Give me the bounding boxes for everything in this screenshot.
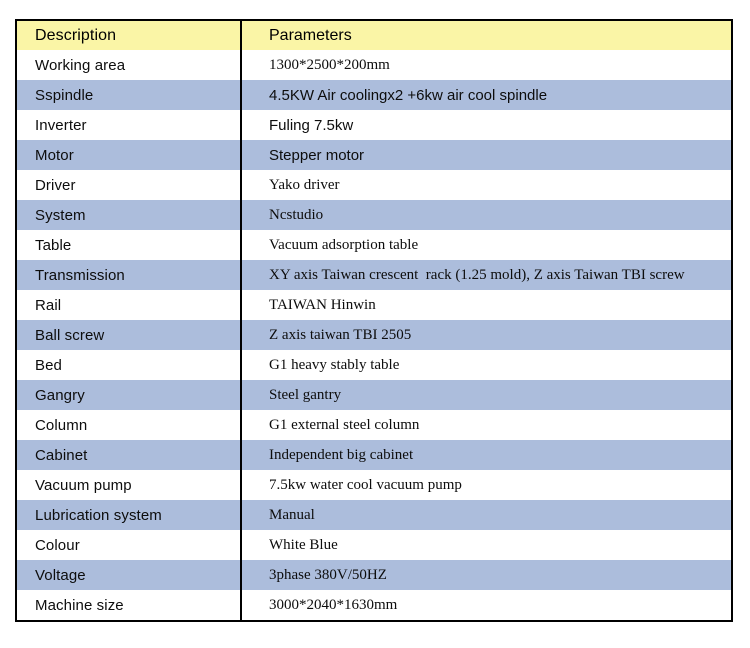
row-label: Cabinet [35, 446, 88, 464]
row-label: Gangry [35, 386, 85, 404]
row-label: Vacuum pump [35, 476, 132, 494]
row-value: TAIWAN Hinwin [240, 290, 731, 320]
column-header-description: Description [35, 26, 117, 44]
table-row: Inverter Fuling 7.5kw [17, 110, 731, 140]
row-label: Table [35, 236, 72, 254]
row-value: XY axis Taiwan crescent rack (1.25 mold)… [240, 260, 731, 290]
row-label: Motor [35, 146, 74, 164]
row-label: Driver [35, 176, 76, 194]
row-value: Independent big cabinet [240, 440, 731, 470]
table-row: Motor Stepper motor [17, 140, 731, 170]
table-row: Colour White Blue [17, 530, 731, 560]
table-row: Sspindle 4.5KW Air coolingx2 +6kw air co… [17, 80, 731, 110]
row-label: Transmission [35, 266, 125, 284]
row-label: Voltage [35, 566, 86, 584]
row-value: 7.5kw water cool vacuum pump [240, 470, 731, 500]
row-label: Ball screw [35, 326, 105, 344]
table-row: Table Vacuum adsorption table [17, 230, 731, 260]
row-label: Column [35, 416, 88, 434]
table-row: Working area 1300*2500*200mm [17, 50, 731, 80]
row-value: Yako driver [240, 170, 731, 200]
table-row: System Ncstudio [17, 200, 731, 230]
table-row: Bed G1 heavy stably table [17, 350, 731, 380]
row-value: 3000*2040*1630mm [240, 590, 731, 620]
table-row: Column G1 external steel column [17, 410, 731, 440]
column-header-parameters: Parameters [240, 21, 731, 50]
row-label: Working area [35, 56, 126, 74]
table-row: Voltage 3phase 380V/50HZ [17, 560, 731, 590]
table-row: Vacuum pump 7.5kw water cool vacuum pump [17, 470, 731, 500]
row-value: 1300*2500*200mm [240, 50, 731, 80]
table-row: Ball screw Z axis taiwan TBI 2505 [17, 320, 731, 350]
row-value: G1 heavy stably table [240, 350, 731, 380]
row-value: Vacuum adsorption table [240, 230, 731, 260]
row-label: Rail [35, 296, 62, 314]
row-label: Lubrication system [35, 506, 162, 524]
table-body: Working area 1300*2500*200mm Sspindle 4.… [17, 50, 731, 620]
table-row: Lubrication system Manual [17, 500, 731, 530]
row-value: 4.5KW Air coolingx2 +6kw air cool spindl… [240, 80, 731, 110]
table-row: Driver Yako driver [17, 170, 731, 200]
table-row: Machine size 3000*2040*1630mm [17, 590, 731, 620]
row-value: Z axis taiwan TBI 2505 [240, 320, 731, 350]
row-label: Machine size [35, 596, 124, 614]
row-label: Bed [35, 356, 62, 374]
row-label: System [35, 206, 86, 224]
row-value: G1 external steel column [240, 410, 731, 440]
row-label: Colour [35, 536, 80, 554]
row-label: Sspindle [35, 86, 94, 104]
table-row: Cabinet Independent big cabinet [17, 440, 731, 470]
row-value: Ncstudio [240, 200, 731, 230]
row-label: Inverter [35, 116, 87, 134]
table-row: Gangry Steel gantry [17, 380, 731, 410]
table-row: Transmission XY axis Taiwan crescent rac… [17, 260, 731, 290]
row-value: White Blue [240, 530, 731, 560]
table-header-row: Description Parameters [17, 21, 731, 50]
row-value: 3phase 380V/50HZ [240, 560, 731, 590]
row-value: Stepper motor [240, 140, 731, 170]
spec-table: Description Parameters Working area 1300… [15, 19, 733, 622]
row-value: Steel gantry [240, 380, 731, 410]
row-value: Manual [240, 500, 731, 530]
table-row: Rail TAIWAN Hinwin [17, 290, 731, 320]
row-value: Fuling 7.5kw [240, 110, 731, 140]
